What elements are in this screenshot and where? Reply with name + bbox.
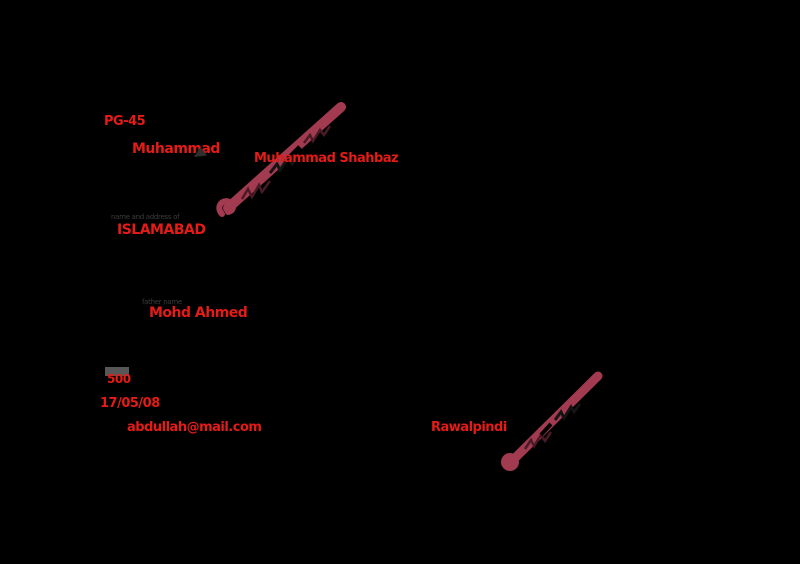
signature-scribble-2	[501, 371, 603, 471]
grey-form-label-1: name and address of	[111, 213, 180, 221]
date-value: 17/05/08	[100, 396, 160, 411]
city-caps-value: ISLAMABAD	[117, 222, 206, 238]
signature-scribble-1	[216, 102, 346, 217]
grey-form-label-2: father name	[142, 298, 182, 306]
applicant-name-value: Muhammad	[132, 141, 220, 157]
email-value: abdullah@mail.com	[127, 420, 262, 435]
second-name-value: Muhammad Shahbaz	[254, 151, 399, 166]
form-code-value: PG-45	[104, 114, 146, 129]
city2-value: Rawalpindi	[431, 420, 507, 435]
grey-form-label-3	[105, 367, 129, 376]
ink-smudge	[194, 147, 207, 157]
reference-name-value: Mohd Ahmed	[149, 305, 248, 321]
amount-value: 500	[107, 372, 131, 386]
